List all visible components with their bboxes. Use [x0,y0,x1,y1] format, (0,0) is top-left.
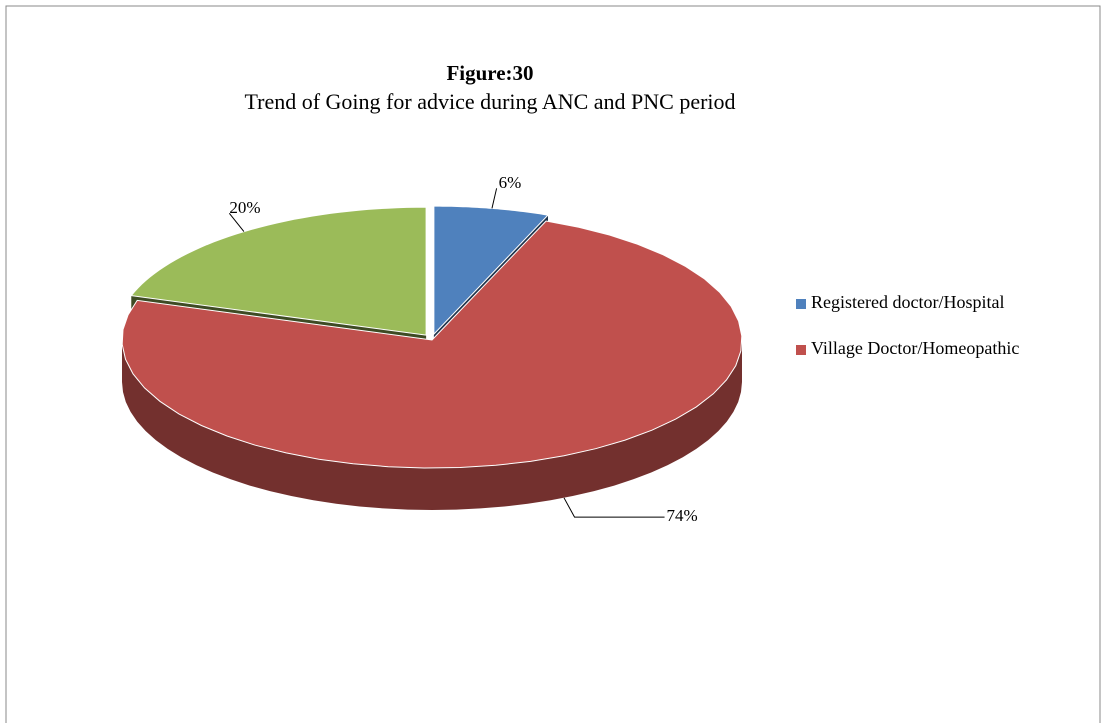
chart-title: Figure:30 [446,61,533,85]
data-label: 6% [499,173,522,192]
leader-line [491,188,498,209]
pie-slice [433,205,550,336]
leader-line [228,212,245,232]
legend-swatch [796,345,806,355]
pie-slice [121,220,743,469]
leader-line [563,497,665,518]
data-label: 20% [229,198,260,217]
legend-label: Registered doctor/Hospital [811,292,1004,312]
legend-swatch [796,299,806,309]
data-label: 74% [667,506,698,525]
chart-subtitle: Trend of Going for advice during ANC and… [244,89,735,114]
legend-label: Village Doctor/Homeopathic [811,338,1019,358]
pie-slice [130,206,427,336]
pie-slice-side [122,340,742,510]
